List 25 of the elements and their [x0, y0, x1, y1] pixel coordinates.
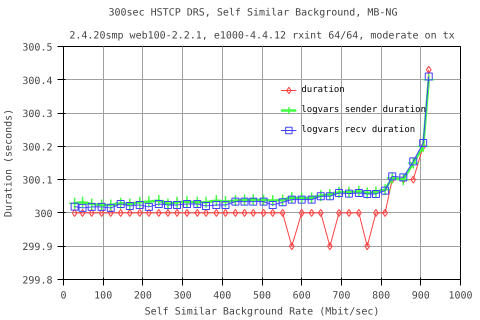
x-tick-label: 1000: [448, 290, 473, 302]
x-tick-label: 600: [292, 290, 311, 302]
x-tick-label: 0: [60, 290, 67, 302]
x-tick-label: 300: [174, 290, 192, 302]
x-tick-label: 500: [252, 290, 272, 302]
legend-label: logvars recv duration: [301, 125, 416, 135]
x-tick-label: 900: [412, 290, 430, 302]
x-tick-label: 400: [213, 290, 232, 302]
legend-label: duration: [301, 85, 345, 95]
y-tick-label: 300.2: [22, 142, 53, 154]
x-tick-label: 800: [372, 290, 390, 302]
y-tick-label: 300.4: [22, 76, 53, 87]
y-tick-label: 299.8: [22, 276, 53, 286]
x-tick-label: 100: [94, 290, 112, 302]
y-tick-label: 300.1: [22, 176, 53, 187]
x-axis-title: Self Similar Background Rate (Mbit/sec): [144, 306, 380, 318]
chart-title: 300sec HSTCP DRS, Self Similar Background, MB-NG: [108, 8, 398, 18]
x-tick-label: 700: [332, 290, 350, 302]
y-axis-title: Duration (seconds): [3, 108, 14, 218]
y-tick-label: 299.9: [22, 242, 53, 254]
y-tick-label: 300.3: [22, 109, 53, 120]
y-tick-label: 300.5: [22, 42, 53, 54]
x-tick-label: 200: [134, 290, 152, 302]
chart-subtitle: 2.4.20smp web100-2.2.1, e1000-4.4.12 rxint 64/64, moderate on tx: [69, 30, 455, 42]
y-tick-label: 300: [34, 208, 52, 220]
